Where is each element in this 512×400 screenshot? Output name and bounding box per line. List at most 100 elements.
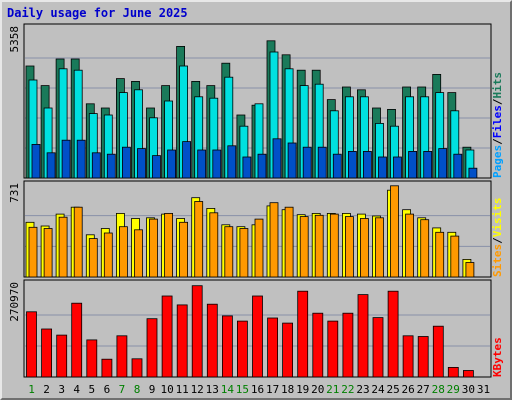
- bar-sites-day-3: [58, 216, 68, 278]
- hits-files-pages-max-label: 5358: [8, 26, 21, 53]
- kbytes-legend: KBytes: [491, 337, 504, 377]
- bar-pages-day-10: [167, 149, 177, 179]
- bar-kbytes-day-15: [236, 320, 248, 378]
- visits-sites-max-label: 731: [8, 183, 21, 203]
- bar-pages-day-29: [453, 153, 463, 179]
- bar-kbytes-day-23: [357, 294, 369, 378]
- bar-pages-day-21: [332, 153, 342, 179]
- bar-sites-day-17: [269, 202, 279, 278]
- bar-pages-day-9: [152, 155, 161, 179]
- bar-kbytes-day-28: [432, 325, 444, 378]
- x-tick-day-14: 14: [221, 383, 235, 396]
- bar-pages-day-19: [302, 146, 312, 179]
- bar-sites-day-12: [194, 201, 204, 278]
- legend-files: Files: [491, 105, 504, 138]
- bar-kbytes-day-30: [462, 370, 474, 378]
- bar-pages-day-28: [438, 148, 448, 179]
- bar-pages-day-8: [137, 148, 146, 179]
- bar-kbytes-day-9: [146, 318, 158, 378]
- x-tick-day-18: 18: [281, 383, 294, 396]
- bar-sites-day-10: [164, 212, 174, 278]
- x-tick-day-12: 12: [191, 383, 204, 396]
- x-tick-day-31: 31: [477, 383, 490, 396]
- legend-visits: Visits: [491, 198, 504, 238]
- x-tick-day-4: 4: [73, 383, 80, 396]
- legend-hits: Hits: [491, 72, 504, 99]
- x-tick-day-9: 9: [149, 383, 156, 396]
- legend-kbytes: KBytes: [491, 337, 504, 377]
- bar-sites-day-28: [435, 231, 445, 278]
- bar-kbytes-day-7: [116, 335, 128, 378]
- bar-sites-day-21: [329, 213, 339, 278]
- bar-sites-day-16: [254, 218, 264, 278]
- x-tick-day-2: 2: [43, 383, 50, 396]
- bar-sites-day-7: [119, 226, 128, 278]
- legend-sites: Sites: [491, 244, 504, 277]
- x-tick-day-5: 5: [88, 383, 95, 396]
- bar-sites-day-8: [134, 229, 143, 278]
- bar-pages-day-5: [91, 152, 101, 179]
- bar-sites-day-2: [43, 228, 53, 278]
- x-tick-day-10: 10: [160, 383, 173, 396]
- x-tick-day-22: 22: [341, 383, 354, 396]
- y-axis-labels: 5358 731 270970: [8, 26, 21, 322]
- bar-pages-day-22: [347, 150, 357, 179]
- bar-pages-day-15: [242, 156, 252, 179]
- kbytes-max-label: 270970: [8, 282, 21, 322]
- bar-kbytes-day-3: [56, 334, 68, 378]
- bar-kbytes-day-6: [101, 358, 113, 378]
- x-tick-day-16: 16: [251, 383, 264, 396]
- bar-pages-day-12: [197, 149, 207, 179]
- bar-sites-day-9: [149, 218, 158, 278]
- bar-kbytes-day-22: [342, 312, 354, 378]
- bar-kbytes-day-10: [161, 295, 173, 378]
- bar-kbytes-day-20: [312, 312, 324, 378]
- bar-sites-day-13: [209, 212, 219, 278]
- bar-pages-day-20: [317, 146, 327, 179]
- bar-pages-day-16: [257, 153, 267, 179]
- bar-sites-day-27: [420, 219, 430, 278]
- bar-pages-day-27: [423, 150, 433, 179]
- bar-sites-day-18: [284, 206, 294, 278]
- x-tick-day-26: 26: [401, 383, 414, 396]
- bar-pages-day-17: [272, 138, 282, 179]
- bar-pages-day-26: [408, 150, 418, 179]
- bar-sites-day-25: [390, 185, 399, 278]
- bar-sites-day-23: [359, 218, 369, 278]
- x-tick-day-20: 20: [311, 383, 324, 396]
- x-tick-day-30: 30: [462, 383, 475, 396]
- bar-sites-day-5: [88, 238, 98, 278]
- chart-title: Daily usage for June 2025: [7, 6, 188, 20]
- bar-kbytes-day-26: [402, 335, 414, 378]
- bar-kbytes-day-1: [26, 311, 37, 378]
- bar-kbytes-day-27: [417, 336, 429, 378]
- bar-sites-day-29: [450, 235, 460, 278]
- visits-sites-legend: Sites/Visits: [491, 198, 504, 278]
- bar-sites-day-1: [28, 226, 38, 278]
- x-tick-day-8: 8: [134, 383, 141, 396]
- x-tick-day-3: 3: [58, 383, 65, 396]
- bar-pages-day-23: [362, 150, 372, 179]
- bar-kbytes-day-21: [327, 320, 339, 378]
- bar-pages-day-1: [31, 143, 41, 179]
- bar-kbytes-day-16: [252, 295, 263, 378]
- bar-sites-day-14: [224, 226, 234, 278]
- bar-sites-day-30: [465, 262, 475, 278]
- bar-pages-day-2: [46, 152, 56, 179]
- x-tick-day-19: 19: [296, 383, 309, 396]
- bar-pages-day-3: [61, 139, 71, 179]
- bar-pages-day-11: [182, 141, 192, 179]
- bar-pages-day-30: [468, 167, 478, 179]
- bar-kbytes-day-5: [86, 339, 98, 378]
- bar-sites-day-6: [103, 232, 113, 278]
- x-tick-day-1: 1: [28, 383, 35, 396]
- x-tick-day-28: 28: [432, 383, 445, 396]
- legend-separator: /: [491, 98, 504, 105]
- bar-pages-day-6: [106, 153, 116, 179]
- bar-sites-day-4: [73, 206, 83, 278]
- x-tick-day-21: 21: [326, 383, 339, 396]
- bar-kbytes-day-13: [206, 303, 218, 378]
- legend-pages: Pages: [491, 145, 504, 178]
- bar-pages-day-7: [122, 146, 131, 179]
